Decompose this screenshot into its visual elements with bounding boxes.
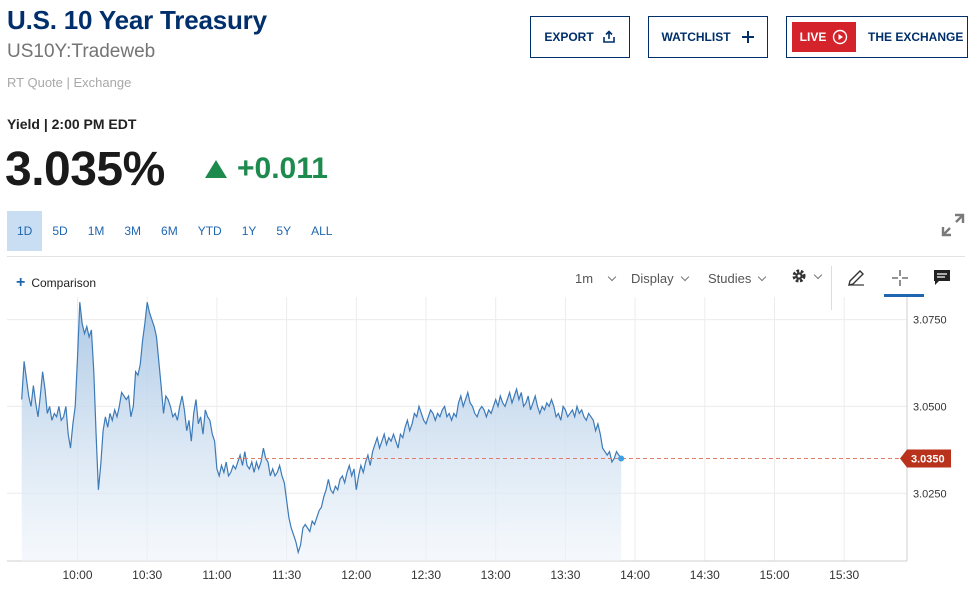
y-tick-label: 3.0500 bbox=[913, 401, 947, 413]
x-tick-label: 10:30 bbox=[132, 568, 162, 582]
export-label: EXPORT bbox=[544, 30, 594, 44]
watchlist-button[interactable]: WATCHLIST bbox=[648, 16, 768, 58]
comparison-button[interactable]: + Comparison bbox=[16, 274, 96, 292]
range-tab-all[interactable]: ALL bbox=[311, 224, 333, 238]
crosshair-active-indicator bbox=[884, 294, 924, 297]
plus-icon bbox=[741, 31, 754, 43]
last-price: 3.035% bbox=[5, 143, 165, 196]
series-area bbox=[21, 302, 622, 561]
pencil-icon[interactable] bbox=[846, 268, 866, 288]
export-button[interactable]: EXPORT bbox=[530, 16, 630, 58]
range-tab-ytd[interactable]: YTD bbox=[197, 224, 222, 238]
x-tick-label: 10:00 bbox=[62, 568, 92, 582]
last-price-label: 3.0350 bbox=[911, 454, 945, 466]
range-tab-5d[interactable]: 5D bbox=[52, 224, 68, 238]
settings-dropdown[interactable] bbox=[791, 268, 823, 284]
chevron-down-icon bbox=[758, 272, 767, 282]
x-tick-label: 12:30 bbox=[411, 568, 441, 582]
quote-source: RT Quote | Exchange bbox=[7, 75, 132, 90]
x-tick-label: 14:00 bbox=[620, 568, 650, 582]
crosshair-icon[interactable] bbox=[891, 269, 909, 287]
comparison-label: Comparison bbox=[31, 276, 97, 290]
x-tick-label: 13:00 bbox=[481, 568, 511, 582]
ticker-symbol: US10Y:Tradeweb bbox=[7, 41, 156, 62]
play-icon bbox=[833, 29, 848, 45]
studies-dropdown[interactable]: Studies bbox=[708, 271, 767, 286]
x-tick-label: 11:00 bbox=[202, 568, 231, 582]
yield-timestamp: Yield | 2:00 PM EDT bbox=[7, 116, 137, 132]
range-tab-1m[interactable]: 1M bbox=[87, 224, 105, 238]
live-badge: LIVE bbox=[792, 22, 856, 52]
exchange-label: THE EXCHANGE bbox=[868, 30, 964, 44]
page-title: U.S. 10 Year Treasury bbox=[7, 5, 267, 35]
chevron-down-icon bbox=[813, 270, 823, 279]
time-range-tabs: 1D 5D 1M 3M 6M YTD 1Y 5Y ALL bbox=[7, 211, 342, 251]
yield-chart[interactable]: 3.0750 3.0500 3.0250 3.0350 10:00 10:30 11:00 1… bbox=[0, 296, 972, 594]
y-tick-label: 3.0250 bbox=[913, 488, 947, 500]
x-tick-label: 12:00 bbox=[341, 568, 371, 582]
toolbar-separator bbox=[831, 266, 832, 310]
studies-label: Studies bbox=[708, 271, 752, 286]
share-icon bbox=[602, 30, 615, 43]
display-dropdown[interactable]: Display bbox=[631, 271, 689, 286]
last-point-marker bbox=[618, 455, 625, 462]
plus-icon: + bbox=[16, 274, 26, 291]
chevron-down-icon bbox=[607, 272, 617, 282]
y-tick-label: 3.0750 bbox=[913, 315, 947, 327]
gear-icon bbox=[792, 269, 806, 283]
display-label: Display bbox=[631, 271, 674, 286]
price-change: +0.011 bbox=[205, 152, 328, 186]
interval-dropdown[interactable]: 1m bbox=[575, 271, 617, 286]
range-tab-5y[interactable]: 5Y bbox=[276, 224, 292, 238]
series-line bbox=[21, 302, 622, 555]
live-label: LIVE bbox=[799, 30, 827, 44]
range-tab-3m[interactable]: 3M bbox=[124, 224, 142, 238]
range-tab-1y[interactable]: 1Y bbox=[241, 224, 257, 238]
chevron-down-icon bbox=[680, 272, 689, 282]
range-tab-1d[interactable]: 1D bbox=[7, 211, 43, 251]
x-tick-label: 14:30 bbox=[690, 568, 720, 582]
range-tab-6m[interactable]: 6M bbox=[161, 224, 178, 238]
comment-icon[interactable] bbox=[933, 268, 951, 286]
change-value: +0.011 bbox=[237, 152, 328, 185]
section-divider bbox=[7, 256, 965, 257]
expand-icon[interactable] bbox=[940, 212, 966, 238]
last-price-tag bbox=[900, 449, 951, 468]
up-arrow-icon bbox=[205, 160, 227, 178]
x-tick-label: 15:30 bbox=[829, 568, 859, 582]
live-exchange-button[interactable]: LIVE THE EXCHANGE bbox=[786, 16, 968, 58]
x-tick-label: 15:00 bbox=[759, 568, 789, 582]
x-tick-label: 13:30 bbox=[550, 568, 580, 582]
watchlist-label: WATCHLIST bbox=[661, 30, 731, 44]
interval-label: 1m bbox=[575, 271, 594, 286]
x-tick-label: 11:30 bbox=[272, 568, 301, 582]
